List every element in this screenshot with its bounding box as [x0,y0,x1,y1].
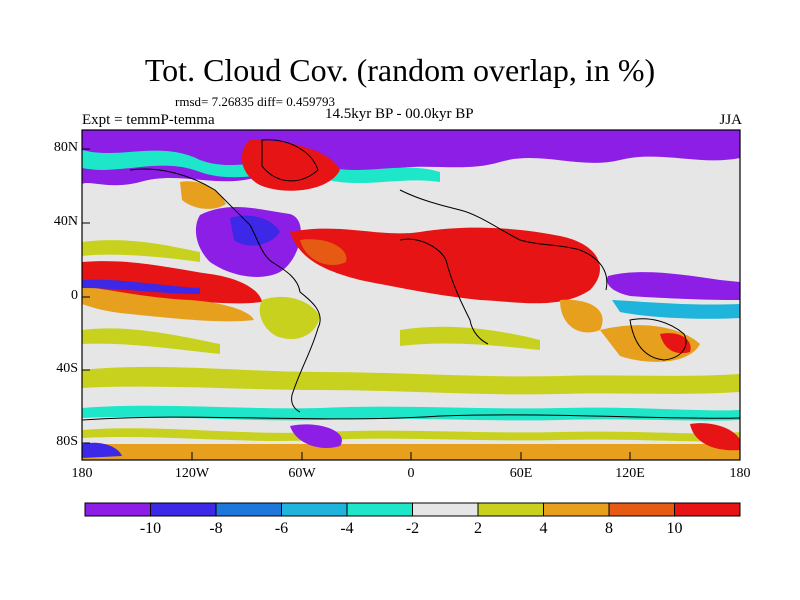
season-label: JJA [719,112,742,128]
colorbar [84,502,741,517]
axis-ticks [82,148,631,460]
colorbar-swatch [215,502,282,517]
colorbar-swatch [150,502,217,517]
colorbar-label: 4 [539,520,548,537]
map-title: Tot. Cloud Cov. (random overlap, in %) [144,52,656,88]
colorbar-swatch [477,502,544,517]
lat-label-40n: 40N [53,214,78,229]
colorbar-swatch [84,502,151,517]
lat-label-40s: 40S [56,361,78,376]
lon-label-60w: 60W [288,466,316,481]
lon-label-180w: 180 [71,466,93,481]
lat-label-0: 0 [71,288,78,303]
lon-label-180e: 180 [729,466,751,481]
colorbar-label: -10 [139,520,162,537]
colorbar-label: -6 [274,520,289,537]
colorbar-label: -8 [209,520,223,537]
stats-text: rmsd= 7.26835 diff= 0.459793 [175,94,335,109]
colorbar-label: -4 [340,520,354,537]
colorbar-swatch [281,502,348,517]
lon-label-120e: 120E [615,466,645,481]
colorbar-label: 10 [666,520,683,537]
colorbar-swatch [608,502,675,517]
lat-label-80s: 80S [56,434,78,449]
period-label: 14.5kyr BP - 00.0kyr BP [325,106,474,122]
lon-label-0: 0 [407,466,415,481]
lon-label-60e: 60E [509,466,533,481]
colorbar-swatch [674,502,741,517]
coastlines [81,139,741,421]
experiment-label: Expt = temmP-temma [82,112,215,128]
colorbar-label: 2 [474,520,482,537]
colorbar-label: -2 [405,520,420,537]
colorbar-swatch [412,502,479,517]
lat-label-80n: 80N [53,140,78,155]
colorbar-label: 8 [605,520,613,537]
colorbar-swatch [346,502,413,517]
colorbar-swatch [543,502,610,517]
lon-label-120w: 120W [174,466,210,481]
